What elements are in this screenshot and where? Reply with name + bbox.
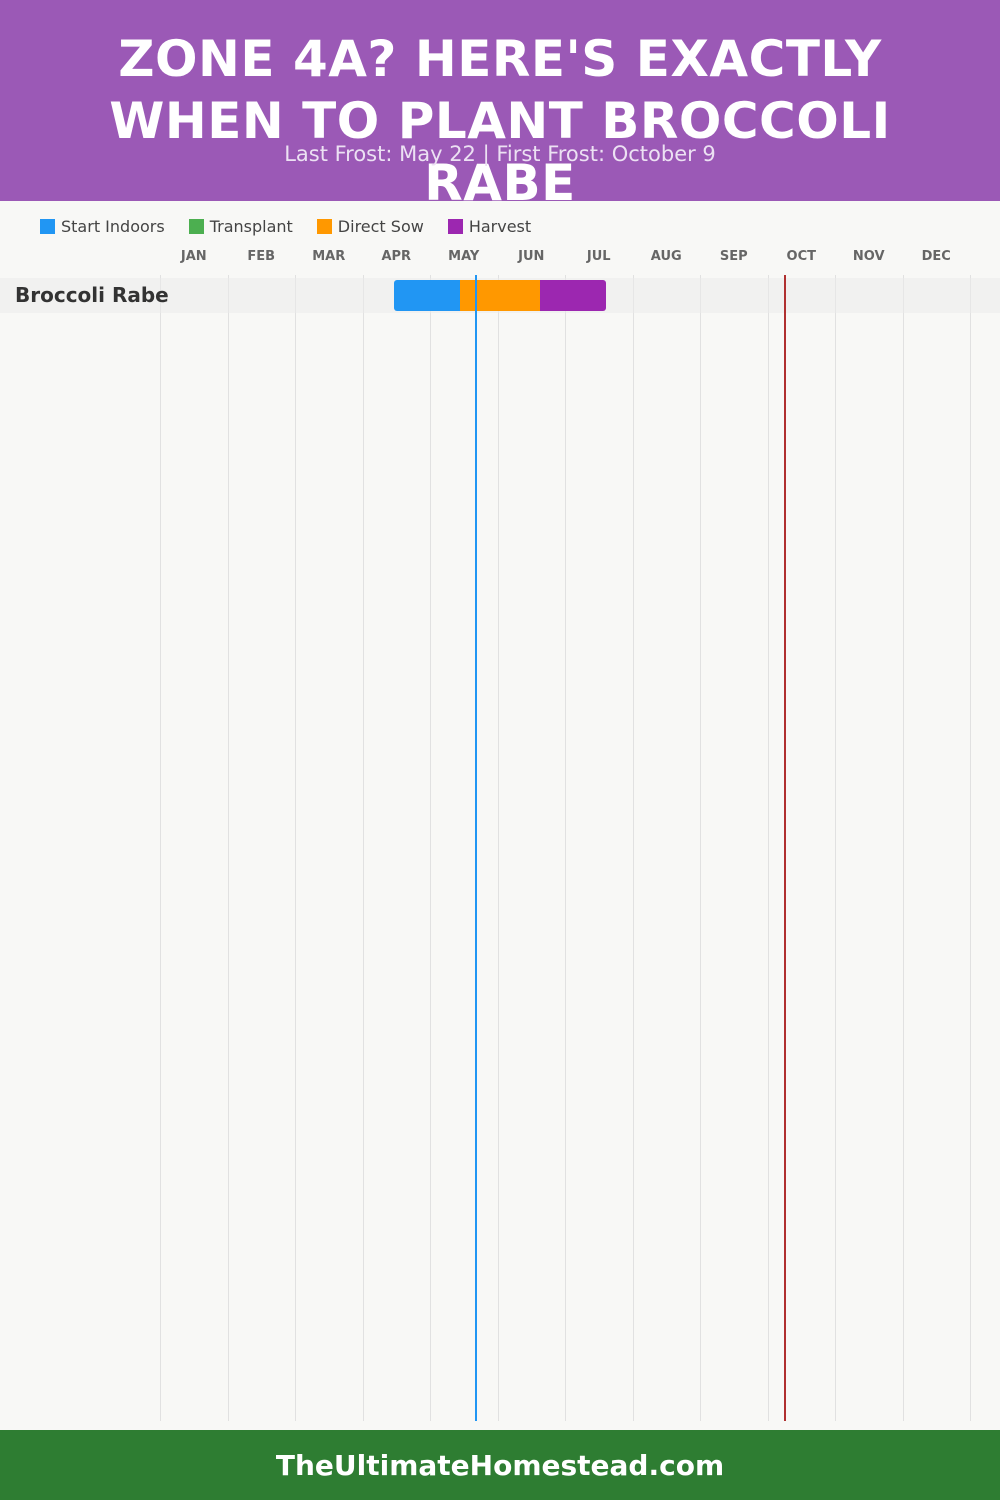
month-gridline [497,275,499,1421]
frost-dates-subtitle: Last Frost: May 22 | First Frost: Octobe… [284,142,716,166]
month-gridline [767,275,769,1421]
legend-label: Direct Sow [337,216,424,236]
month-label-apr: APR [381,249,412,264]
month-label-aug: AUG [650,249,682,264]
bar-harvest [540,280,607,311]
header-banner: Zone 4A? Here's Exactly When to Plant Br… [0,0,1000,201]
month-gridline [227,275,229,1421]
month-gridline [430,275,431,1421]
legend: Start Indoors Transplant Direct Sow Harvest [40,215,555,237]
month-label-may: MAY [448,249,480,264]
month-label-mar: MAR [312,249,346,264]
month-gridlines [0,275,1000,1421]
last-frost-line [474,275,477,1421]
month-label-oct: OCT [786,249,816,264]
month-label-jun: JUN [518,249,545,264]
month-label-jan: JAN [180,249,207,264]
site-url[interactable]: TheUltimateHomestead.com [275,1448,725,1482]
legend-label: Transplant [209,216,293,236]
bar-direct-sow [460,280,541,311]
legend-item-start-indoors: Start Indoors [40,215,165,237]
month-gridline [970,275,971,1421]
month-gridline [902,275,904,1421]
month-gridline [632,275,634,1421]
legend-item-harvest: Harvest [447,215,532,237]
legend-item-direct-sow: Direct Sow [316,215,424,237]
month-gridline [160,275,161,1421]
legend-swatch [447,218,463,234]
page-title: Zone 4A? Here's Exactly When to Plant Br… [109,30,891,201]
legend-swatch [188,218,204,234]
crop-rows: Broccoli Rabe [0,278,1000,313]
month-label-jul: JUL [586,249,611,264]
month-gridline [295,275,296,1421]
month-axis: JAN FEB MAR APR MAY JUN JUL AUG SEP OCT NOV DEC [0,249,1000,269]
month-gridline [700,275,701,1421]
legend-swatch [40,218,55,234]
legend-label: Harvest [468,216,532,236]
legend-swatch [316,218,332,234]
month-label-sep: SEP [719,249,748,264]
month-label-nov: NOV [852,249,885,264]
bar-start-indoors [394,280,461,311]
footer-banner: TheUltimateHomestead.com [0,1430,1000,1500]
month-gridline [565,275,566,1421]
first-frost-line [783,275,786,1421]
month-label-dec: DEC [921,249,951,264]
crop-name: Broccoli Rabe [15,283,169,307]
legend-label: Start Indoors [61,216,165,236]
crop-row: Broccoli Rabe [0,278,1000,313]
month-label-feb: FEB [247,249,276,264]
month-gridline [835,275,836,1421]
month-gridline [362,275,364,1421]
legend-item-transplant: Transplant [188,215,293,237]
